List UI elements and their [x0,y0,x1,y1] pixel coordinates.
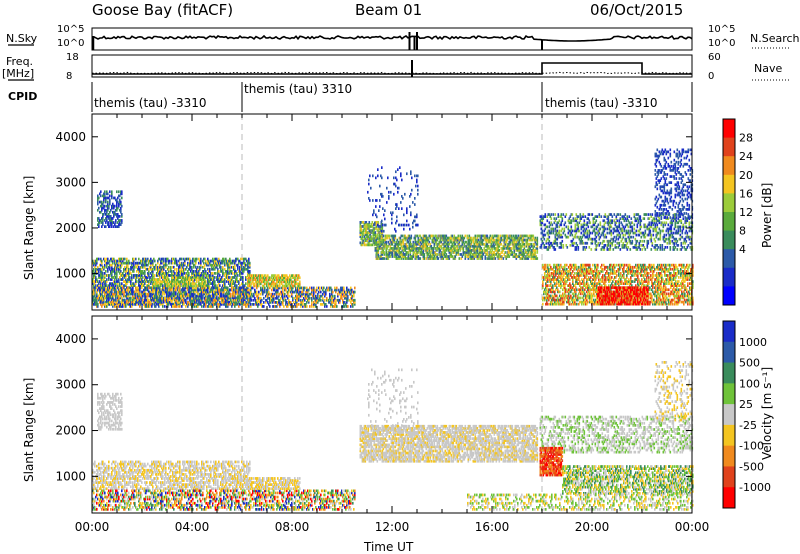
velocity-colorbar-tick-0: 1000 [739,336,767,349]
velocity-colorbar-segment-7 [723,466,735,487]
power-ytick-label-2: 3000 [55,175,86,189]
power-echo-region-11 [655,149,694,219]
power-colorbar-tick-0: 28 [739,132,753,145]
power-colorbar-tick-5: 8 [739,225,746,238]
power-colorbar-segment-0 [723,119,735,138]
velocity-echo-region-1 [92,461,251,491]
chart-canvas: 1000 2000 3000 4000 28 24 20 16 12 8 4 1000 2000 3000… [0,0,800,554]
velocity-colorbar-tick-7: -1000 [739,481,771,494]
velocity-colorbar-segment-6 [723,446,735,467]
power-colorbar-segment-2 [723,156,735,175]
power-echo-region-6 [375,235,539,260]
power-colorbar-segment-8 [723,268,735,287]
power-ytick-label-3: 4000 [55,130,86,144]
nsky-trace [92,36,692,41]
x-tick-label-1: 04:00 [175,520,210,534]
velocity-ytick-label-3: 4000 [55,332,86,346]
velocity-ytick-label-1: 2000 [55,424,86,438]
velocity-colorbar-tick-4: -25 [739,419,757,432]
x-tick-label-5: 20:00 [575,520,610,534]
velocity-echo-region-8 [562,465,694,495]
velocity-colorbar-segment-8 [723,487,735,508]
velocity-colorbar-segment-1 [723,342,735,363]
power-colorbar-segment-3 [723,175,735,194]
velocity-colorbar-tick-5: -100 [739,440,764,453]
x-tick-label-6: 00:00 [675,520,710,534]
velocity-echo-region-3 [247,477,301,490]
power-colorbar-segment-7 [723,249,735,268]
power-ytick-label-1: 2000 [55,221,86,235]
velocity-colorbar-segment-2 [723,363,735,384]
power-colorbar-tick-4: 12 [739,206,753,219]
velocity-ytick-label-2: 3000 [55,378,86,392]
velocity-colorbar-segment-5 [723,425,735,446]
velocity-echo-region-9 [467,494,694,511]
velocity-ytick-label-0: 1000 [55,469,86,483]
velocity-colorbar-tick-6: -500 [739,460,764,473]
power-colorbar-tick-6: 4 [739,243,746,256]
power-colorbar-tick-1: 24 [739,150,753,163]
x-tick-label-4: 16:00 [475,520,510,534]
velocity-colorbar-tick-3: 25 [739,398,753,411]
power-echo-region-3 [247,274,301,287]
velocity-colorbar-tick-1: 500 [739,357,760,370]
x-tick-label-0: 00:00 [75,520,110,534]
x-tick-label-2: 08:00 [275,520,310,534]
velocity-echo-region-7 [540,447,564,477]
power-colorbar-segment-6 [723,231,735,250]
power-ytick-label-0: 1000 [55,267,86,281]
velocity-colorbar-segment-4 [723,404,735,425]
velocity-echo-region-10 [655,361,694,421]
power-colorbar-segment-5 [723,212,735,231]
velocity-colorbar-tick-2: 100 [739,377,760,390]
power-echo-region-0 [97,190,123,228]
velocity-colorbar-segment-3 [723,383,735,404]
x-tick-label-3: 12:00 [375,520,410,534]
power-echo-region-7 [367,166,419,232]
power-colorbar-segment-9 [723,286,735,305]
power-colorbar-segment-1 [723,138,735,157]
power-colorbar-tick-2: 20 [739,169,753,182]
velocity-echo-region-0 [97,393,123,431]
velocity-echo-region-2 [92,490,356,511]
power-colorbar-segment-4 [723,193,735,212]
power-colorbar-tick-3: 16 [739,187,753,200]
velocity-colorbar-segment-0 [723,321,735,342]
